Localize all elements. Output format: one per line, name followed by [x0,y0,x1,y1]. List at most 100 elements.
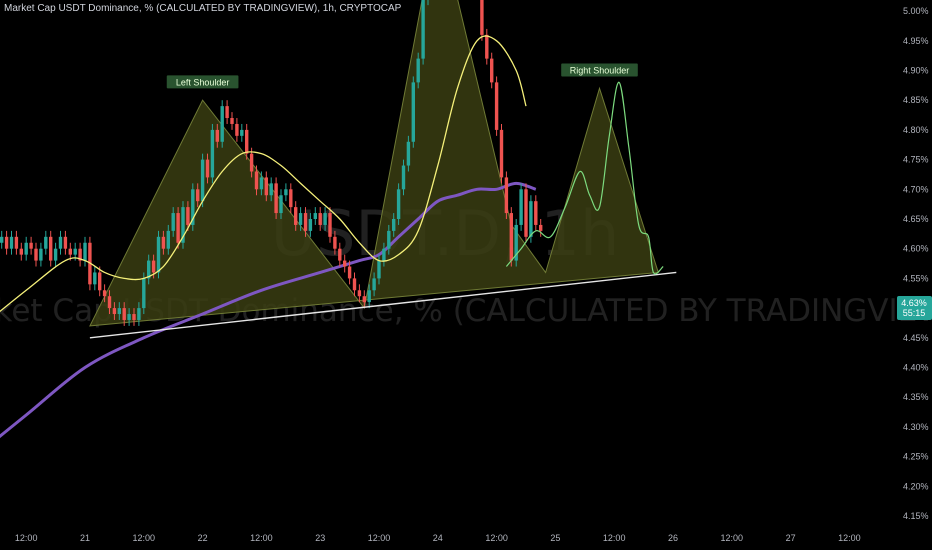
candle-up[interactable] [200,159,205,202]
candle-up[interactable] [137,308,141,320]
candle-down[interactable] [249,153,254,172]
fast-moving-average[interactable] [0,35,527,338]
candle-up[interactable] [387,230,391,249]
candle-up[interactable] [53,248,58,261]
candle-up[interactable] [191,189,195,225]
candle-down[interactable] [362,296,366,303]
candle-down[interactable] [235,123,239,136]
candle-up[interactable] [0,236,4,243]
candle-down[interactable] [509,213,513,261]
neckline[interactable] [89,271,677,339]
candle-up[interactable] [406,141,411,166]
candle-down[interactable] [347,266,352,279]
candle-down[interactable] [107,296,112,309]
candle-down[interactable] [294,207,298,225]
candle-down[interactable] [196,189,200,202]
candle-up[interactable] [421,0,425,59]
candle-up[interactable] [298,213,303,225]
candle-down[interactable] [357,290,362,297]
candle-down[interactable] [230,118,234,124]
candle-up[interactable] [127,314,131,320]
candle-down[interactable] [176,213,180,243]
candle-down[interactable] [343,260,347,267]
pattern-label[interactable]: Right Shoulder [570,66,630,76]
candle-up[interactable] [181,207,185,243]
candle-up[interactable] [44,236,48,249]
candle-down[interactable] [328,213,332,237]
candle-down[interactable] [19,248,23,255]
pattern-labels[interactable]: Left ShoulderHeadRight Shoulder [166,0,638,89]
candle-up[interactable] [83,242,87,261]
candle-down[interactable] [338,248,342,261]
candle-down[interactable] [205,159,210,178]
candle-up[interactable] [269,183,273,196]
candles[interactable] [0,0,543,326]
candle-down[interactable] [333,236,337,249]
candle-up[interactable] [401,165,406,190]
candle-down[interactable] [161,236,166,249]
candle-down[interactable] [303,213,308,231]
candle-down[interactable] [49,236,53,261]
candle-down[interactable] [151,260,156,273]
price-axis[interactable]: 5.30%5.25%5.20%5.15%5.10%5.05%5.00%4.95%… [903,0,929,521]
candle-up[interactable] [367,290,371,303]
candle-down[interactable] [352,278,357,291]
candle-up[interactable] [73,248,77,255]
candle-down[interactable] [289,189,293,208]
candle-up[interactable] [39,248,43,261]
candle-up[interactable] [220,106,224,142]
ma-slow-line[interactable] [0,181,537,462]
candle-down[interactable] [102,290,107,297]
candle-up[interactable] [58,236,63,249]
candle-down[interactable] [225,106,229,119]
candle-down[interactable] [264,177,268,196]
candle-down[interactable] [14,236,19,249]
candle-up[interactable] [147,260,151,279]
candle-up[interactable] [117,308,121,315]
candle-up[interactable] [382,248,386,261]
candle-up[interactable] [519,189,523,225]
candle-up[interactable] [308,219,313,231]
candle-up[interactable] [210,129,215,178]
candle-down[interactable] [68,248,72,255]
candle-down[interactable] [215,129,219,142]
candle-down[interactable] [480,0,484,35]
candle-up[interactable] [529,201,533,237]
candle-down[interactable] [254,171,259,190]
time-axis[interactable]: 12:00 21 12:00 22 12:00 23 12:00 24 12:00 25 12:00… [15,533,861,543]
candle-up[interactable] [284,189,288,196]
candle-down[interactable] [539,224,543,231]
candle-up[interactable] [279,195,283,214]
candle-down[interactable] [494,82,499,130]
neckline-trendline[interactable] [89,271,677,339]
projection-path[interactable] [505,81,664,275]
candle-down[interactable] [4,236,9,249]
candle-up[interactable] [392,219,396,231]
candle-down[interactable] [485,34,489,59]
candle-up[interactable] [259,177,264,190]
candle-down[interactable] [29,242,33,249]
ma-fast-line[interactable] [0,35,527,338]
candle-down[interactable] [186,207,190,225]
candle-up[interactable] [24,242,28,255]
candle-up[interactable] [166,230,170,249]
candle-down[interactable] [504,177,509,214]
candle-down[interactable] [98,272,102,291]
pattern-label[interactable]: Left Shoulder [176,77,230,87]
candle-down[interactable] [245,129,249,154]
candle-up[interactable] [9,236,14,249]
candle-up[interactable] [171,213,175,231]
candle-down[interactable] [318,213,322,225]
candle-up[interactable] [156,236,161,273]
candle-up[interactable] [377,260,381,279]
candle-down[interactable] [34,248,38,261]
candle-down[interactable] [122,308,126,320]
candle-down[interactable] [132,314,136,320]
candle-down[interactable] [534,201,538,225]
projected-price-path[interactable] [505,81,664,275]
candle-up[interactable] [313,213,317,219]
candle-up[interactable] [372,278,376,291]
candle-down[interactable] [63,236,68,249]
candle-up[interactable] [411,82,415,142]
